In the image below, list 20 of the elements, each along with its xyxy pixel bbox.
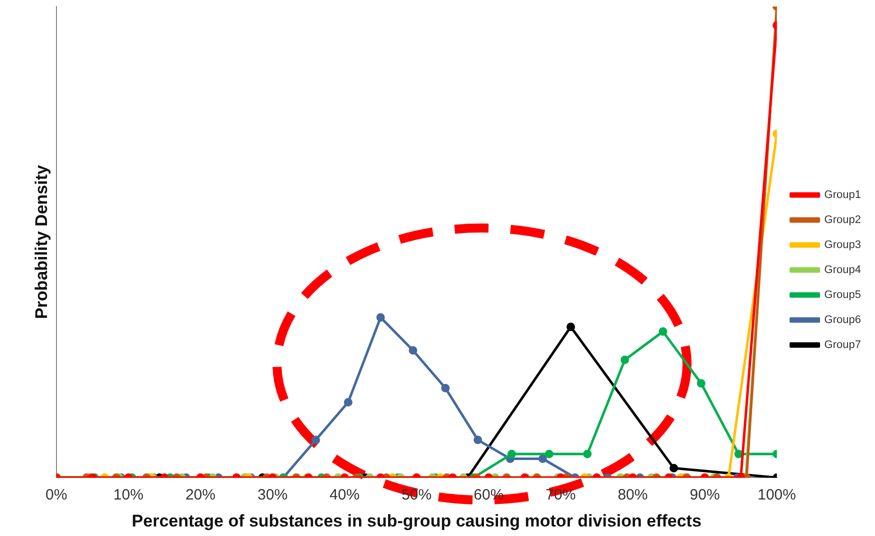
x-tick-label: 100% [758,486,796,504]
legend-label: Group6 [824,314,862,326]
legend-label: Group1 [824,189,862,202]
y-axis-title: Probability Density [32,164,51,320]
x-tick-label: 30% [258,486,288,504]
legend-label: Group4 [824,264,862,276]
x-tick-label: 90% [690,486,720,504]
x-tick-label: 80% [618,486,648,504]
legend-label: Group7 [824,339,862,352]
legend-label: Group3 [824,239,862,252]
legend-label: Group2 [824,214,862,226]
x-tick-label: 20% [185,486,216,504]
x-tick-label: 10% [113,486,144,504]
x-tick-label: 70% [546,486,576,504]
legend-label: Group5 [824,289,862,302]
x-tick-label: 0% [46,486,68,504]
x-tick-label: 40% [330,486,360,504]
x-tick-label: 60% [474,486,504,504]
x-tick-label: 50% [402,486,432,504]
x-axis-title: Percentage of substances in sub-group causing motor division effects [132,511,702,530]
